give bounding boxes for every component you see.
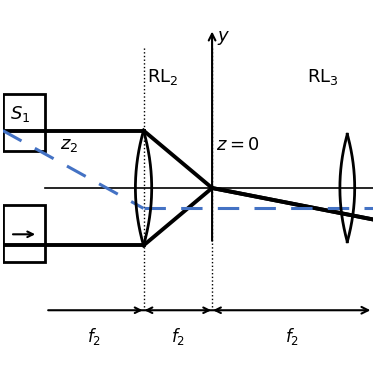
Bar (3, 205, 45, 262)
Text: $z=0$: $z=0$ (216, 136, 259, 155)
Text: $y$: $y$ (217, 29, 230, 47)
Bar (3, 94, 45, 151)
Text: $f_2$: $f_2$ (171, 326, 185, 347)
Text: $f_2$: $f_2$ (87, 326, 101, 347)
Text: $f_2$: $f_2$ (285, 326, 300, 347)
Text: $z_2$: $z_2$ (60, 136, 79, 155)
Text: $\mathrm{RL}_2$: $\mathrm{RL}_2$ (147, 67, 179, 87)
Text: $S_1$: $S_1$ (10, 104, 30, 124)
Text: $\mathrm{RL}_3$: $\mathrm{RL}_3$ (306, 67, 338, 87)
